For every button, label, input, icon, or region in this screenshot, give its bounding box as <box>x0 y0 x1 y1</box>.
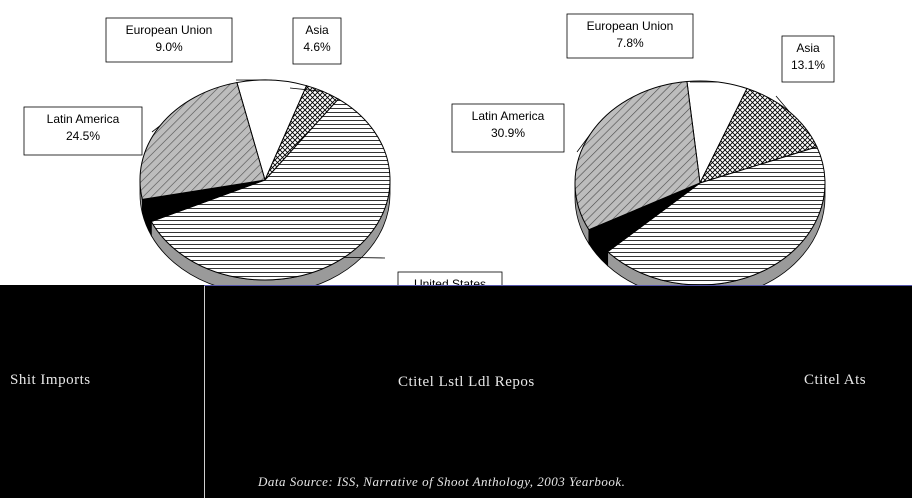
leader-line <box>151 125 161 133</box>
slice-name: European Union <box>587 19 674 33</box>
pie-slice-united-states <box>606 146 826 286</box>
left-caption: Shit Imports <box>10 372 91 388</box>
slice-name: Asia <box>796 41 820 55</box>
pie-slice-united-states <box>150 98 391 281</box>
leader-line <box>344 257 386 259</box>
label-box <box>781 35 835 83</box>
slice-name: Latin America <box>472 109 545 123</box>
pie-slice-latin-america <box>139 81 266 200</box>
slice-value: 24.5% <box>66 129 100 143</box>
right-caption: Ctitel Ats <box>804 372 867 388</box>
slice-value: 9.0% <box>155 40 183 54</box>
label-box <box>451 103 565 153</box>
bottom-band <box>0 285 912 498</box>
slice-name: Latin America <box>47 112 120 126</box>
pie-slice-asia <box>699 87 818 184</box>
leader-line <box>289 87 324 92</box>
divider-line <box>204 285 912 286</box>
label-box <box>105 17 233 63</box>
label-box <box>292 17 342 65</box>
slice-value: 30.9% <box>491 126 525 140</box>
slice-label-european-union: European Union 9.0% <box>105 17 272 81</box>
slice-value: 4.6% <box>303 40 331 54</box>
slice-value: 13.1% <box>791 58 825 72</box>
label-box <box>23 106 143 156</box>
slice-label-latin-america: Latin America 24.5% <box>23 106 161 156</box>
slice-label-asia: Asia 13.1% <box>775 35 835 112</box>
slice-value: 7.8% <box>616 36 644 50</box>
slice-name: European Union <box>126 23 213 37</box>
center-caption: Ctitel Lstl Ldl Repos <box>398 374 535 390</box>
leader-line <box>576 134 591 153</box>
slice-name: Asia <box>305 23 329 37</box>
slice-label-latin-america: Latin America 30.9% <box>451 103 591 153</box>
pie-slice-latin-america <box>574 81 701 231</box>
data-source: Data Source: ISS, Narrative of Shoot Ant… <box>258 474 626 489</box>
slice-label-asia: Asia 4.6% <box>289 17 342 92</box>
slice-label-european-union: European Union 7.8% <box>566 13 718 83</box>
label-box <box>566 13 694 59</box>
leader-line <box>775 95 790 112</box>
divider-line <box>204 285 205 498</box>
